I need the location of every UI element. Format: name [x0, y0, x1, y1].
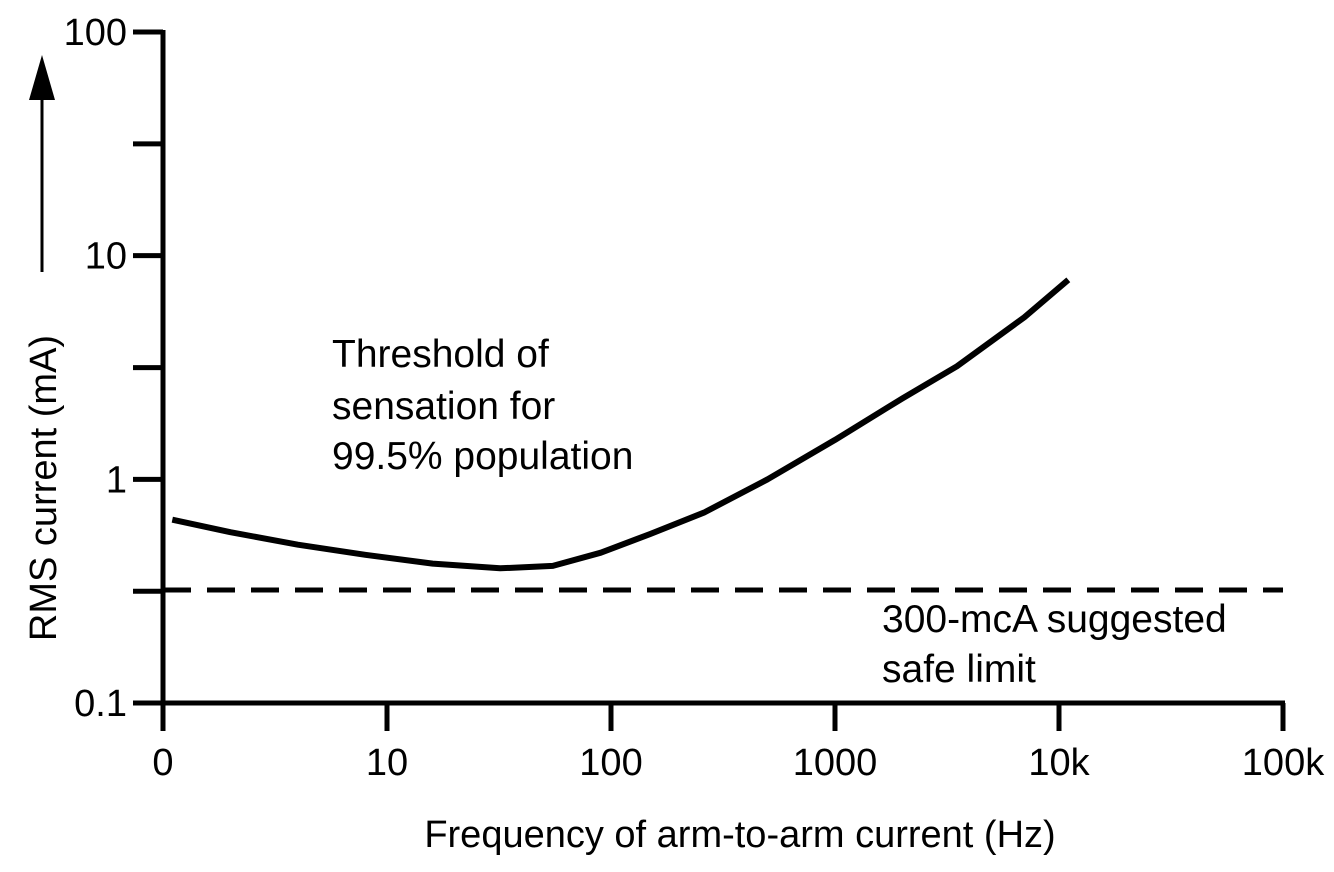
ticks: 0 10 100 1000 10k 100k 0.1 1 10 100 — [64, 12, 1326, 784]
threshold-annotation: Threshold of sensation for 99.5% populat… — [332, 333, 633, 478]
x-tick-label: 100k — [1242, 742, 1325, 784]
x-tick-label: 10 — [366, 742, 408, 784]
safe-limit-annotation-line: 300-mcA suggested — [882, 598, 1227, 641]
series — [163, 277, 1283, 593]
y-tick-label: 1 — [106, 459, 127, 501]
y-tick-label: 100 — [64, 12, 127, 54]
safe-limit-annotation-line: safe limit — [882, 648, 1036, 691]
x-axis-title: Frequency of arm-to-arm current (Hz) — [424, 814, 1055, 856]
y-axis-title: RMS current (mA) — [23, 335, 65, 641]
safe-limit-annotation: 300-mcA suggested safe limit — [882, 598, 1238, 691]
x-tick-label: 1000 — [793, 742, 878, 784]
x-tick-label: 10k — [1028, 742, 1090, 784]
threshold-curve — [171, 277, 1071, 572]
threshold-annotation-line: sensation for — [332, 385, 555, 428]
threshold-annotation-line: 99.5% population — [332, 435, 633, 478]
y-tick-label: 10 — [85, 236, 127, 278]
threshold-annotation-line: Threshold of — [332, 333, 549, 376]
x-tick-label: 0 — [152, 742, 173, 784]
y-tick-label: 0.1 — [74, 683, 127, 725]
y-axis-arrow — [29, 55, 55, 272]
x-tick-label: 100 — [579, 742, 642, 784]
